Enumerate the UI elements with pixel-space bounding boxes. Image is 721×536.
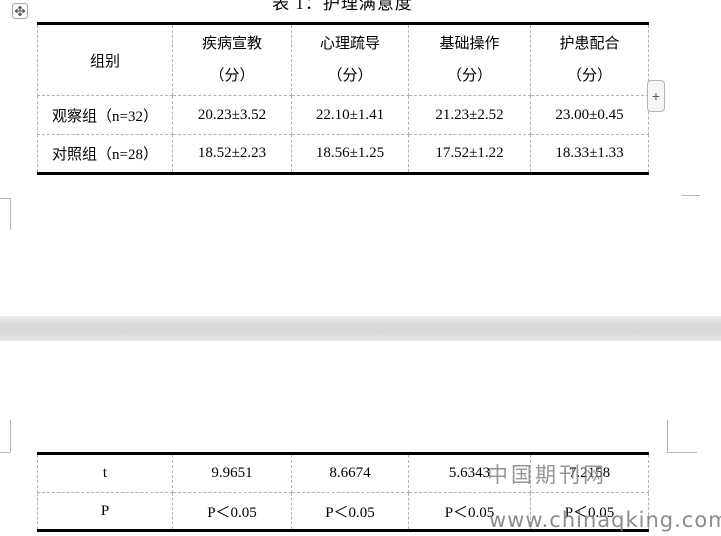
value: 20.23±3.52 [197, 106, 267, 123]
crop-mark-top-right-h [667, 452, 697, 453]
header-cell[interactable]: 基础操作 （分） [408, 23, 531, 96]
value: 18.56±1.25 [315, 145, 385, 161]
header-unit: （分） [566, 68, 612, 84]
header-label: 组别 [89, 53, 120, 70]
header-cell[interactable]: 心理疏导 （分） [291, 23, 409, 96]
crop-mark-top-left-h [0, 452, 10, 453]
header-cell[interactable]: 疾病宣教 （分） [172, 23, 292, 96]
value-cell[interactable]: 18.56±1.25 [291, 134, 409, 174]
header-label: 心理疏导 [319, 36, 380, 52]
header-label: 基础操作 [439, 36, 500, 52]
value-cell[interactable]: 8.6674 [291, 453, 409, 493]
table-move-handle[interactable] [12, 3, 28, 19]
statistics-table: t 9.9651 8.6674 5.6343 7.2158 P P＜0.05 P… [37, 452, 649, 532]
table-row: 观察组（n=32） 20.23±3.52 22.10±1.41 21.23±2.… [37, 95, 649, 135]
value: P＜0.05 [207, 504, 257, 521]
value: 18.33±1.33 [555, 145, 624, 161]
value-cell[interactable]: P＜0.05 [291, 492, 409, 531]
header-unit: （分） [446, 68, 492, 84]
row-label-cell[interactable]: 观察组（n=32） [37, 95, 173, 135]
crop-mark-top-right-v [667, 420, 668, 452]
value-cell[interactable]: 17.52±1.22 [408, 134, 531, 174]
row-label: 对照组（n=28） [52, 147, 158, 163]
insert-row-button[interactable]: + [647, 80, 665, 112]
page-break-gap [0, 316, 721, 341]
crop-mark-top-left-v [10, 420, 11, 452]
crop-mark-bottom-right-h [682, 195, 700, 196]
value-cell[interactable]: P＜0.05 [172, 492, 292, 531]
watermark-site-name: 中国期刊网 [487, 463, 607, 487]
value: 7.2158 [568, 465, 611, 481]
satisfaction-table: 组别 疾病宣教 （分） 心理疏导 （分） 基础操作 （分） 护患配合 （分） 观… [37, 22, 649, 175]
table-row: P P＜0.05 P＜0.05 P＜0.05 P＜0.05 [37, 492, 649, 531]
row-label: P [100, 502, 110, 519]
header-label: 疾病宣教 [201, 36, 262, 52]
value-cell[interactable]: 21.23±2.52 [408, 95, 531, 135]
value: 21.23±2.52 [435, 106, 504, 123]
table-caption[interactable]: 表 1：护理满意度 [272, 0, 413, 13]
value: 5.6343 [448, 465, 491, 481]
value: 18.52±2.23 [197, 145, 267, 161]
value: P＜0.05 [325, 504, 375, 521]
header-unit: （分） [327, 68, 373, 84]
move-cross-arrows-icon [15, 6, 25, 16]
table-row: 对照组（n=28） 18.52±2.23 18.56±1.25 17.52±1.… [37, 134, 649, 174]
table-row: t 9.9651 8.6674 5.6343 7.2158 [37, 453, 649, 493]
plus-icon: + [651, 88, 661, 104]
value: 8.6674 [329, 465, 371, 481]
watermark-site-url: www.chinaqking.com [489, 508, 721, 532]
header-cell[interactable]: 护患配合 （分） [530, 23, 649, 96]
row-label: t [102, 465, 108, 481]
value-cell[interactable]: P＜0.05 [530, 492, 649, 531]
value-cell[interactable]: 23.00±0.45 [530, 95, 649, 135]
value: P＜0.05 [444, 504, 495, 521]
value-cell[interactable]: 18.52±2.23 [172, 134, 292, 174]
value: 17.52±1.22 [435, 145, 504, 161]
value: P＜0.05 [564, 504, 615, 521]
value-cell[interactable]: P＜0.05 [408, 492, 531, 531]
crop-mark-bottom-left-h [0, 198, 10, 199]
value-cell[interactable]: 18.33±1.33 [530, 134, 649, 174]
row-label-cell[interactable]: t [37, 453, 173, 493]
value-cell[interactable]: 20.23±3.52 [172, 95, 292, 135]
value: 23.00±0.45 [555, 106, 624, 123]
row-label-cell[interactable]: P [37, 492, 173, 531]
header-cell-group[interactable]: 组别 [37, 23, 173, 96]
crop-mark-bottom-left-v [10, 198, 11, 230]
table-row: 组别 疾病宣教 （分） 心理疏导 （分） 基础操作 （分） 护患配合 （分） [37, 23, 649, 96]
header-label: 护患配合 [559, 36, 620, 52]
value: 22.10±1.41 [315, 106, 385, 123]
row-label: 观察组（n=32） [52, 108, 158, 125]
row-label-cell[interactable]: 对照组（n=28） [37, 134, 173, 174]
value-cell[interactable]: 22.10±1.41 [291, 95, 409, 135]
value-cell[interactable]: 9.9651 [172, 453, 292, 493]
value: 9.9651 [211, 465, 253, 481]
header-unit: （分） [209, 68, 255, 84]
